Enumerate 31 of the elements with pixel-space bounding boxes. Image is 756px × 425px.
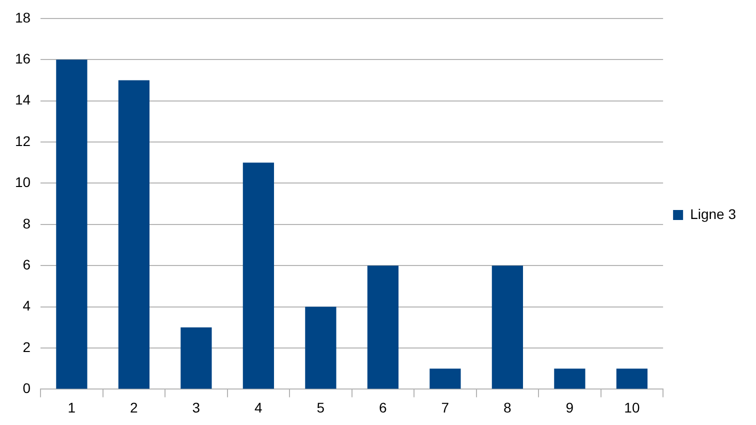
bar [430,368,461,389]
bar [180,327,212,389]
x-tick-label: 3 [192,399,200,416]
bar [118,80,150,389]
bar [367,266,399,389]
bar [492,266,524,389]
bar [305,306,336,389]
y-tick-label: 16 [14,50,31,66]
x-tick-label: 6 [379,399,388,416]
y-tick-label: 6 [22,256,31,272]
bar [616,368,648,389]
y-tick-label: 10 [14,174,31,190]
legend-label: Ligne 3 [690,206,736,222]
x-tick-label: 7 [441,399,450,416]
y-tick-label: 14 [14,92,31,108]
x-tick-label: 5 [316,399,325,416]
y-tick-label: 0 [22,380,31,396]
y-tick-label: 18 [14,9,31,26]
x-tick-label: 10 [624,399,640,416]
x-tick-label: 1 [68,399,76,416]
x-tick-label: 4 [254,399,263,416]
x-tick-label: 9 [566,399,574,416]
x-tick-label: 8 [504,399,512,416]
y-tick-label: 12 [14,132,31,149]
bar [56,60,88,389]
bar [242,162,274,389]
bar [554,368,586,389]
y-tick-label: 4 [22,298,31,314]
x-tick-label: 2 [130,399,138,416]
y-tick-label: 2 [22,338,31,355]
y-tick-label: 8 [22,215,31,232]
